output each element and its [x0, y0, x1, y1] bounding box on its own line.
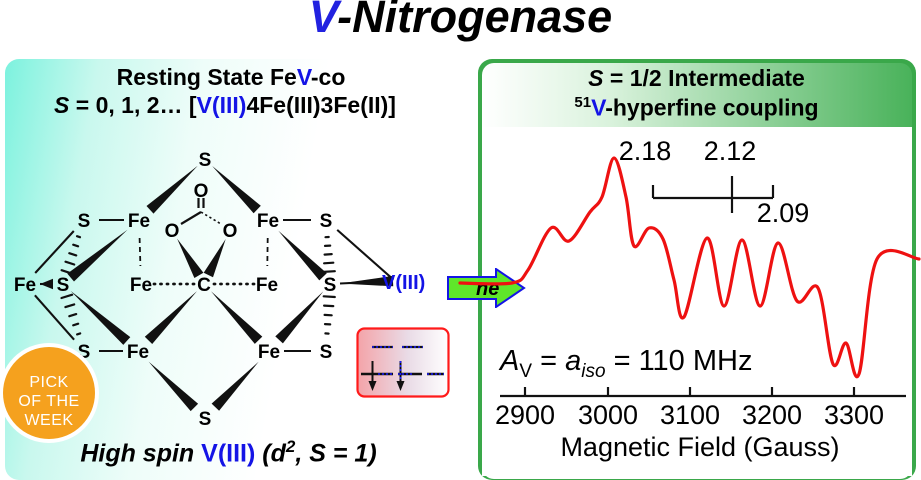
svg-text:3000: 3000 [578, 400, 638, 430]
svg-text:Magnetic Field (Gauss): Magnetic Field (Gauss) [560, 432, 839, 462]
svg-text:3200: 3200 [742, 400, 802, 430]
svg-text:2900: 2900 [495, 400, 555, 430]
svg-text:3100: 3100 [660, 400, 720, 430]
svg-text:3300: 3300 [824, 400, 884, 430]
